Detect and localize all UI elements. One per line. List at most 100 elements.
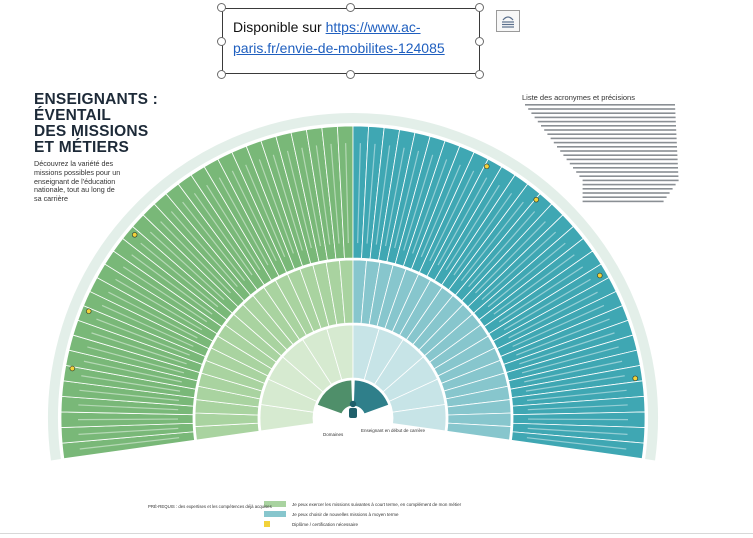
segment-label-text (96, 318, 190, 356)
legend-swatch (264, 521, 270, 527)
resize-handle-bottom-left[interactable] (217, 70, 226, 79)
diploma-marker-icon (533, 196, 539, 203)
segment-label-text (78, 404, 179, 411)
acronyms-title: Liste des acronymes et précisions (522, 93, 635, 102)
layout-options-icon (502, 16, 514, 28)
segment-label-text (357, 143, 361, 244)
segment-label-text (272, 154, 303, 251)
segment-label-text (81, 375, 181, 392)
segment-label-text (345, 143, 349, 244)
page-bottom-border (0, 533, 753, 534)
segment-label-text (527, 427, 628, 435)
segment-label-text (527, 418, 628, 421)
fan-middle-segment (446, 422, 512, 441)
acronym-line (582, 183, 676, 186)
legend-label: Je peux choisir de nouvelles missions à … (292, 512, 399, 517)
link-textbox[interactable]: Disponible sur https://www.ac-paris.fr/e… (222, 8, 480, 74)
textbox-prefix: Disponible sur (233, 19, 326, 35)
acronym-line (537, 120, 676, 123)
diploma-marker-icon (69, 365, 76, 372)
segment-label-text (218, 177, 269, 266)
domains-label: Domaines (323, 432, 344, 437)
segment-label-text (87, 346, 185, 374)
diploma-marker-icon (597, 272, 603, 279)
acronym-line (573, 167, 678, 169)
segment-label-text (481, 231, 557, 301)
segment-label-text (525, 375, 625, 392)
segment-label-text (453, 192, 513, 276)
diploma-marker-icon (86, 308, 92, 314)
acronym-line (569, 162, 678, 165)
resize-handle-left[interactable] (217, 37, 226, 46)
mobilites-link[interactable]: https://www.ac-paris.fr/envie-de-mobilit… (233, 19, 445, 56)
segment-label-text (315, 145, 331, 245)
acronym-line (582, 196, 667, 198)
resize-handle-bottom[interactable] (346, 70, 355, 79)
acronym-line (557, 146, 677, 148)
layout-options-button[interactable] (496, 10, 520, 32)
acronym-line (576, 171, 679, 173)
segment-label-text (445, 184, 500, 271)
segment-label-text (384, 147, 405, 247)
poster-title-line: ÉVENTAIL (34, 107, 112, 124)
segment-label-text (79, 437, 180, 450)
segment-label-text (78, 418, 179, 421)
diploma-marker-icon (632, 375, 638, 382)
segment-label-text (140, 242, 219, 308)
segment-label-text (258, 159, 294, 254)
segment-label-text (206, 184, 261, 271)
acronym-line (553, 141, 677, 144)
segment-label-text (160, 221, 231, 294)
acronym-line (547, 133, 677, 135)
segment-label-text (101, 304, 194, 347)
segment-label-text (122, 266, 208, 323)
person-icon (349, 400, 357, 408)
segment-label-text (83, 360, 182, 383)
diploma-marker-icon (131, 232, 138, 238)
segment-label-text (108, 291, 198, 339)
legend-swatch (264, 501, 286, 507)
segment-label-text (115, 278, 203, 331)
segment-label-text (245, 164, 286, 258)
segment-label-text (149, 231, 225, 301)
segment-label-text (412, 159, 448, 254)
acronym-line (563, 154, 678, 156)
fan-inner-segment (392, 404, 447, 432)
acronym-line (544, 129, 677, 131)
segment-label-text (468, 211, 536, 288)
acronym-line (528, 108, 676, 110)
acronym-line (582, 188, 673, 190)
acronym-line (550, 137, 677, 140)
segment-label-text (524, 360, 623, 383)
resize-handle-top-left[interactable] (217, 3, 226, 12)
poster-title-line: DES MISSIONS (34, 123, 149, 140)
resize-handle-right[interactable] (475, 37, 484, 46)
resize-handle-bottom-right[interactable] (475, 70, 484, 79)
segment-label-text (182, 201, 246, 282)
segment-label-text (131, 254, 213, 315)
legend-label: Diplôme / certification nécessaire (292, 522, 359, 527)
fan-core-segment (353, 379, 390, 415)
segment-label-text (521, 346, 619, 374)
segment-label-text (170, 211, 238, 288)
segment-label-text (91, 332, 187, 365)
segment-label-text (493, 254, 575, 315)
resize-handle-top[interactable] (346, 3, 355, 12)
segment-label-text (498, 266, 584, 323)
segment-label-text (193, 192, 253, 276)
resize-handle-top-right[interactable] (475, 3, 484, 12)
segment-label-text (78, 427, 179, 435)
textbox-text: Disponible sur https://www.ac-paris.fr/e… (233, 17, 473, 59)
acronym-line (525, 104, 675, 106)
fan-core-segment (316, 379, 353, 415)
poster-title-line: ET MÉTIERS (34, 139, 130, 156)
segment-label-text (231, 170, 277, 262)
acronym-line (566, 158, 678, 161)
segment-label-text (366, 143, 376, 244)
segment-label-text (429, 170, 475, 262)
acronym-line (582, 179, 679, 182)
segment-label-text (330, 143, 340, 244)
poster-title-line: ENSEIGNANTS : (34, 91, 159, 108)
person-body-icon (349, 408, 357, 418)
